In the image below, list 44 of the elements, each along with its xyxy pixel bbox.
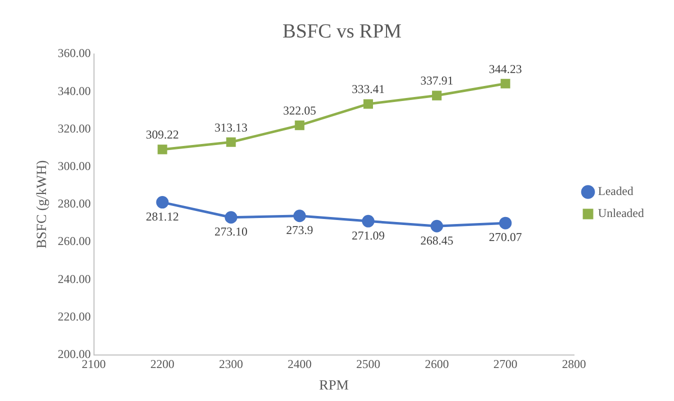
- point: [226, 137, 236, 147]
- x-tick-label: 2400: [288, 357, 312, 372]
- data-label: 333.41: [352, 82, 385, 96]
- data-label: 273.10: [214, 224, 248, 239]
- point: [156, 196, 169, 209]
- data-label: 273.9: [286, 223, 314, 238]
- point: [224, 211, 238, 224]
- point: [363, 99, 373, 109]
- y-tick-label: 320.00: [58, 121, 91, 136]
- data-label: 309.22: [146, 128, 179, 142]
- point: [294, 120, 304, 130]
- point: [158, 144, 168, 154]
- data-label: 344.23: [488, 62, 522, 76]
- point: [293, 210, 306, 222]
- y-tick-label: 300.00: [58, 158, 91, 173]
- y-tick-label: 280.00: [58, 196, 91, 211]
- chart-title: BSFC vs RPM: [282, 20, 402, 42]
- data-label: 270.07: [488, 230, 522, 244]
- point: [500, 78, 510, 88]
- x-tick-label: 2200: [150, 357, 174, 372]
- x-tick-label: 2500: [356, 357, 380, 372]
- data-label: 313.13: [214, 120, 248, 134]
- y-tick-label: 260.00: [58, 234, 91, 248]
- point: [362, 214, 374, 228]
- data-label: 271.09: [352, 228, 385, 242]
- y-tick-label: 360.00: [58, 46, 91, 60]
- y-tick-label: 220.00: [58, 309, 91, 324]
- data-label: 268.45: [420, 233, 454, 248]
- x-axis-title: RPM: [319, 378, 350, 394]
- point: [432, 90, 442, 100]
- y-axis-title: BSFC (g/kWH): [35, 160, 50, 249]
- y-tick-label: 240.00: [58, 272, 91, 286]
- data-label: 322.05: [283, 104, 316, 118]
- x-tick-label: 2800: [562, 357, 586, 372]
- y-tick-label: 340.00: [58, 84, 91, 98]
- data-label: 281.12: [146, 209, 179, 224]
- legend-label: Unleaded: [598, 206, 644, 220]
- x-tick-label: 2600: [424, 357, 449, 372]
- point: [430, 220, 444, 232]
- x-tick-label: 2300: [219, 357, 244, 372]
- x-tick-label: 2700: [493, 357, 518, 372]
- point: [499, 216, 512, 230]
- data-label: 337.91: [420, 74, 454, 88]
- legend-label: Leaded: [598, 184, 634, 198]
